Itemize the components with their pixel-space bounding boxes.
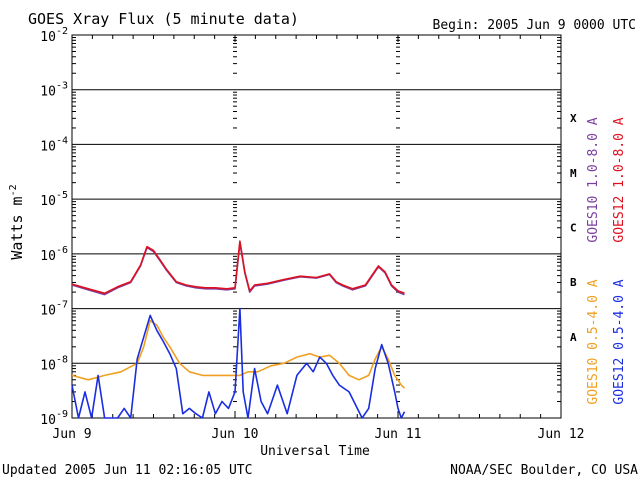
begin-time: Begin: 2005 Jun 9 0000 UTC	[433, 18, 637, 33]
legend-entry: GOES12 0.5-4.0 A	[612, 279, 627, 404]
legend-entry: GOES12 1.0-8.0 A	[612, 117, 627, 242]
y-tick-label: 10-2	[40, 26, 68, 45]
x-tick-label: Jun 9	[52, 427, 91, 442]
y-tick-base: 10	[40, 139, 56, 154]
flare-class-label: A	[570, 331, 577, 344]
y-tick-exponent: -2	[56, 26, 68, 37]
y-tick-label: 10-7	[40, 300, 68, 319]
y-tick-base: 10	[40, 194, 56, 209]
x-tick-label: Jun 10	[212, 427, 259, 442]
y-axis-label: Watts m-2	[8, 184, 26, 259]
y-tick-label: 10-6	[40, 245, 68, 264]
series-line	[71, 319, 406, 389]
y-tick-exponent: -8	[56, 354, 68, 365]
flare-class-label: C	[570, 222, 577, 235]
flare-class-label: M	[570, 167, 577, 180]
y-axis-label-exponent: -2	[8, 184, 19, 196]
y-tick-exponent: -3	[56, 81, 68, 92]
y-tick-base: 10	[40, 249, 56, 264]
legend-entry: GOES10 0.5-4.0 A	[586, 279, 601, 404]
y-tick-exponent: -4	[56, 135, 68, 146]
y-axis-label-text: Watts m	[8, 196, 26, 259]
y-tick-base: 10	[40, 85, 56, 100]
y-tick-base: 10	[40, 304, 56, 319]
x-tick-label: Jun 12	[538, 427, 585, 442]
y-tick-exponent: -6	[56, 245, 68, 256]
credit: NOAA/SEC Boulder, CO USA	[450, 463, 638, 478]
y-tick-label: 10-4	[40, 135, 68, 154]
y-tick-exponent: -5	[56, 190, 68, 201]
flare-class-label: B	[570, 276, 577, 289]
y-tick-exponent: -9	[56, 409, 68, 420]
plot-frame	[71, 34, 562, 419]
y-tick-label: 10-5	[40, 190, 68, 209]
series-line	[71, 240, 405, 295]
y-tick-label: 10-3	[40, 81, 68, 100]
flare-class-label: X	[570, 112, 577, 125]
x-axis-label: Universal Time	[260, 444, 370, 459]
legend-entry: GOES10 1.0-8.0 A	[586, 117, 601, 242]
y-tick-label: 10-9	[40, 409, 68, 428]
y-tick-base: 10	[40, 30, 56, 45]
updated-time: Updated 2005 Jun 11 02:16:05 UTC	[2, 463, 252, 478]
y-tick-base: 10	[40, 358, 56, 373]
series-line	[71, 307, 406, 419]
y-tick-label: 10-8	[40, 354, 68, 373]
y-tick-exponent: -7	[56, 300, 68, 311]
x-tick-label: Jun 11	[375, 427, 422, 442]
chart-title: GOES Xray Flux (5 minute data)	[28, 10, 299, 28]
y-tick-base: 10	[40, 413, 56, 428]
